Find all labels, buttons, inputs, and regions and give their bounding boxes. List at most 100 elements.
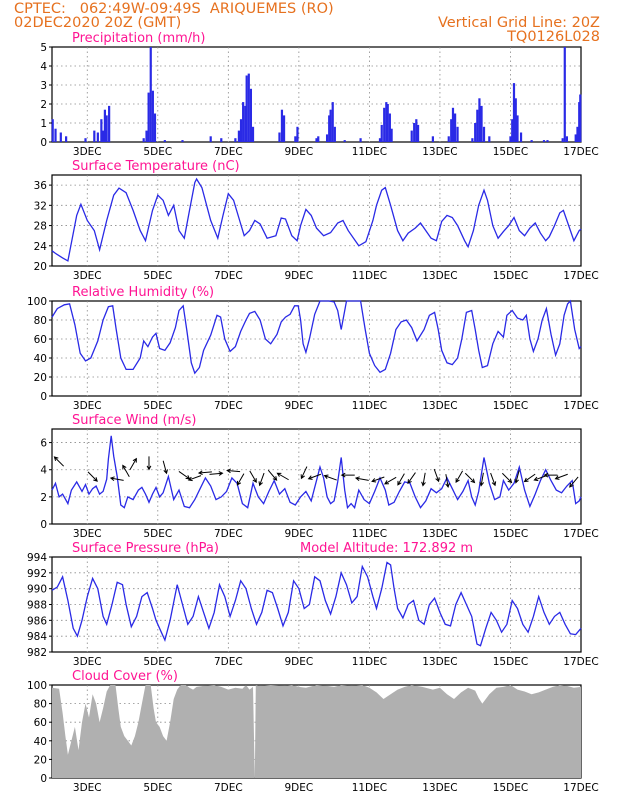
x-tick-label: 11DEC <box>352 656 387 668</box>
precip-bar <box>512 83 516 142</box>
x-tick-label: 5DEC <box>143 656 172 668</box>
precip-bar <box>478 98 481 142</box>
x-tick-label: 17DEC <box>563 528 598 540</box>
precip-bar <box>378 138 382 142</box>
wind-arrow <box>464 472 476 484</box>
y-tick-label: 988 <box>27 600 47 612</box>
precip-bar <box>96 132 99 142</box>
x-tick-label: 11DEC <box>352 146 387 158</box>
surface-pressure-panel: 982 984 986 988 990 992 994 3DEC 5DEC 7DEC 9DEC 11D… <box>27 541 599 668</box>
header-grid-line: Vertical Grid Line: 20Z <box>437 15 600 31</box>
precip-bar <box>93 130 96 142</box>
precip-bar <box>579 94 582 142</box>
x-tick-label: 13DEC <box>422 656 457 668</box>
x-tick-label: 9DEC <box>284 782 313 794</box>
precip-bar <box>280 109 284 142</box>
x-tick-label: 9DEC <box>284 146 313 158</box>
plot-frame <box>51 300 582 397</box>
y-tick-label: 20 <box>34 754 47 766</box>
precip-bar <box>237 130 241 142</box>
x-tick-label: 3DEC <box>73 146 102 158</box>
precip-bar <box>239 119 243 142</box>
precip-bar <box>450 119 453 142</box>
precip-bar <box>149 47 152 142</box>
precip-bar <box>247 73 250 142</box>
precip-bar <box>142 138 145 142</box>
wind-arrow <box>249 470 257 484</box>
precip-bar <box>561 138 564 142</box>
y-tick-label: 0 <box>40 519 47 531</box>
x-tick-label: 13DEC <box>422 400 457 412</box>
precip-bar <box>282 115 286 142</box>
x-tick-label: 7DEC <box>214 270 243 282</box>
precip-bar <box>163 140 166 142</box>
y-tick-label: 2 <box>40 492 47 504</box>
y-tick-label: 80 <box>34 315 47 327</box>
precip-bar <box>416 124 420 142</box>
precip-bar <box>315 138 318 142</box>
x-tick-label: 5DEC <box>143 146 172 158</box>
x-tick-label: 3DEC <box>73 528 102 540</box>
wind-arrow <box>407 472 416 485</box>
precip-bar <box>516 115 519 142</box>
precip-bar <box>84 138 87 142</box>
y-tick-label: 20 <box>34 372 47 384</box>
x-tick-label: 9DEC <box>284 400 313 412</box>
precip-bar <box>329 109 332 142</box>
surface-pressure-title: Surface Pressure (hPa) <box>72 541 219 556</box>
y-tick-label: 4 <box>40 61 47 73</box>
x-tick-label: 11DEC <box>352 782 387 794</box>
x-tick-label: 11DEC <box>352 400 387 412</box>
precip-bar <box>530 140 533 142</box>
y-tick-label: 984 <box>27 631 47 643</box>
precip-bar <box>385 102 388 142</box>
wind-arrow <box>258 472 265 487</box>
wind-arrow <box>384 476 397 485</box>
relative-humidity-line <box>51 299 582 375</box>
surface-temperature-line <box>51 177 582 262</box>
y-tick-label: 100 <box>27 296 47 308</box>
x-tick-label: 13DEC <box>422 146 457 158</box>
x-tick-label: 15DEC <box>493 270 528 282</box>
header-model-id: TQ0126L028 <box>507 29 600 45</box>
precip-bar <box>108 105 111 142</box>
y-tick-label: 0 <box>40 391 47 403</box>
y-tick-label: 60 <box>34 334 47 346</box>
precip-bar <box>456 126 459 142</box>
wind-arrow <box>340 472 355 478</box>
precip-bar <box>65 136 68 142</box>
precip-bar <box>328 115 331 142</box>
precip-bar <box>245 75 248 142</box>
surface-temperature-panel: 20 24 28 32 36 3DEC 5DEC 7DEC 9DEC 11DEC 13DEC 15DE… <box>34 159 599 282</box>
precip-bar <box>59 132 62 142</box>
precip-bar <box>242 102 245 142</box>
wind-arrow <box>514 470 520 484</box>
x-tick-label: 15DEC <box>493 146 528 158</box>
x-tick-label: 13DEC <box>422 528 457 540</box>
x-tick-label: 17DEC <box>563 146 598 158</box>
precip-bar <box>103 109 106 142</box>
y-tick-label: 4 <box>40 465 47 477</box>
wind-arrow <box>209 471 224 476</box>
precip-bar <box>482 126 486 142</box>
precip-bar <box>325 134 329 142</box>
x-tick-label: 9DEC <box>284 270 313 282</box>
y-tick-label: 40 <box>34 353 47 365</box>
wind-arrow <box>187 475 202 482</box>
x-tick-label: 3DEC <box>73 400 102 412</box>
precip-bar <box>519 132 523 142</box>
precip-bar <box>415 119 418 142</box>
wind-arrow <box>276 472 289 481</box>
header-location: CPTEC: 062:49W-09:49S ARIQUEMES (RO) <box>14 1 334 17</box>
wind-arrow <box>523 473 536 483</box>
surface-wind-panel: 0 2 4 6 3DEC 5DEC 7DEC 9DEC 11DEC 13DEC 15DEC 17DEC… <box>40 413 598 540</box>
precip-bar <box>451 107 455 142</box>
wind-arrow <box>501 472 513 484</box>
surface-temperature-title: Surface Temperature (nC) <box>72 159 240 174</box>
x-tick-label: 17DEC <box>563 782 598 794</box>
y-tick-label: 80 <box>34 699 47 711</box>
surface-wind-line <box>51 435 582 510</box>
y-tick-label: 1 <box>40 118 47 130</box>
plot-frame <box>51 556 582 653</box>
x-tick-label: 3DEC <box>73 656 102 668</box>
